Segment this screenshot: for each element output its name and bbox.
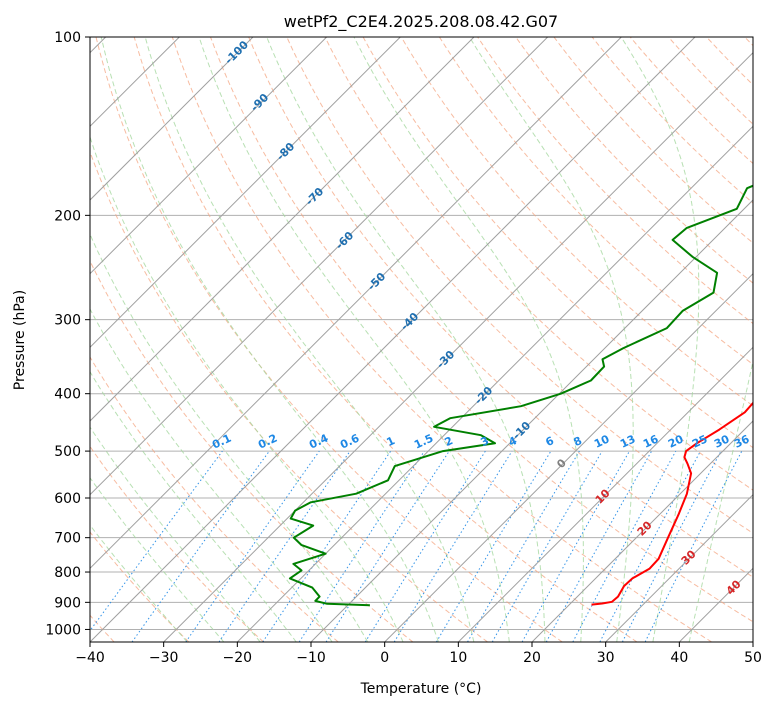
mixing-ratio-line [218, 450, 351, 642]
isotherm-line [90, 37, 549, 496]
isotherm-line [90, 37, 254, 201]
moist-adiabat [144, 37, 475, 642]
moist-adiabat [620, 37, 700, 642]
chart-title: wetPf2_C2E4.2025.208.08.42.G07 [284, 12, 558, 32]
x-tick-label: −40 [75, 650, 105, 666]
mixing-ratio-label: 30 [712, 432, 732, 450]
mixing-ratio-line [572, 450, 677, 642]
y-tick-label: 800 [54, 565, 81, 581]
moist-adiabat [90, 232, 369, 642]
x-tick-label: 50 [744, 650, 762, 666]
isotherm-line [236, 125, 753, 642]
dry-adiabat [90, 445, 264, 642]
x-tick-label: 20 [523, 650, 541, 666]
moist-adiabat [266, 37, 546, 642]
isotherm-line [310, 199, 753, 642]
isotherm-line [531, 420, 753, 642]
mixing-ratio-line [298, 450, 425, 642]
y-tick-label: 200 [54, 208, 81, 224]
dry-adiabat [95, 37, 563, 642]
y-tick-label: 300 [54, 313, 81, 329]
axes-layer: −40 −30 −20 −10 0 10 20 30 40 50 100 200 300 400 500 60… [45, 30, 762, 666]
dry-adiabat [171, 37, 712, 642]
isotherm-line [90, 37, 696, 642]
dewpoint-line [288, 184, 753, 607]
mixing-ratio-line [325, 450, 450, 642]
mixing-ratio-line [393, 450, 513, 642]
isotherm-line [90, 37, 328, 275]
x-tick-label: −20 [223, 650, 253, 666]
isotherm-line [457, 346, 753, 642]
mixing-ratio-line [545, 450, 653, 642]
mixing-ratio-label: 36 [732, 432, 752, 450]
mixing-ratio-label: 25 [690, 432, 709, 450]
dry-adiabat [90, 150, 488, 642]
y-tick-label: 500 [54, 444, 81, 460]
isotherm-line [90, 37, 475, 422]
moist-adiabat [90, 135, 404, 642]
dry-adiabat [324, 37, 753, 491]
moist-adiabat [90, 308, 333, 642]
y-tick-label: 700 [54, 531, 81, 547]
dry-adiabat [515, 37, 753, 284]
mixing-ratio-label: 10 [592, 432, 612, 450]
isotherm-line [605, 493, 753, 642]
dry-adiabat [400, 37, 753, 407]
mixing-ratio-label: 20 [666, 432, 686, 450]
y-tick-label: 400 [54, 387, 81, 403]
temperature-line [591, 401, 753, 606]
x-tick-label: −10 [296, 650, 326, 666]
x-axis-label: Temperature (°C) [360, 681, 482, 697]
mixing-ratio-line [262, 450, 392, 642]
x-tick-label: −30 [149, 650, 179, 666]
isotherm-line [163, 51, 753, 642]
y-axis-label: Pressure (hPa) [12, 290, 28, 390]
mixing-ratio-label: 13 [618, 432, 637, 450]
mixing-ratio-line [644, 450, 743, 642]
moist-adiabat [688, 358, 753, 642]
dry-adiabat [210, 37, 753, 623]
dry-adiabat [90, 531, 190, 642]
isotherm-line [90, 37, 622, 570]
dry-adiabat [248, 37, 753, 578]
series-layer [288, 184, 753, 607]
moist-adiabat [100, 37, 439, 642]
dry-adiabat [90, 356, 339, 642]
isotherm-line [384, 272, 753, 642]
x-tick-label: 10 [449, 650, 467, 666]
moist-adiabat [90, 476, 225, 642]
grid-layer [90, 37, 753, 642]
moist-adiabat [90, 426, 261, 642]
mixing-ratio-line [521, 450, 630, 642]
x-tick-label: 30 [597, 650, 615, 666]
y-tick-label: 1000 [45, 622, 81, 638]
mixing-ratio-line [185, 450, 320, 642]
moist-adiabat [198, 37, 510, 642]
mixing-ratio-label: 16 [641, 432, 661, 450]
x-tick-label: 40 [670, 650, 688, 666]
dry-adiabat [133, 37, 638, 642]
mixing-ratio-line [90, 450, 223, 632]
x-tick-label: 0 [380, 650, 389, 666]
y-tick-label: 900 [54, 595, 81, 611]
plot-frame [89, 36, 754, 643]
y-tick-label: 100 [54, 30, 81, 46]
dry-adiabat [438, 37, 753, 366]
moist-adiabat [353, 37, 584, 642]
y-tick-label: 600 [54, 491, 81, 507]
isotherm-line [90, 37, 401, 349]
mixing-ratio-line [131, 450, 270, 642]
